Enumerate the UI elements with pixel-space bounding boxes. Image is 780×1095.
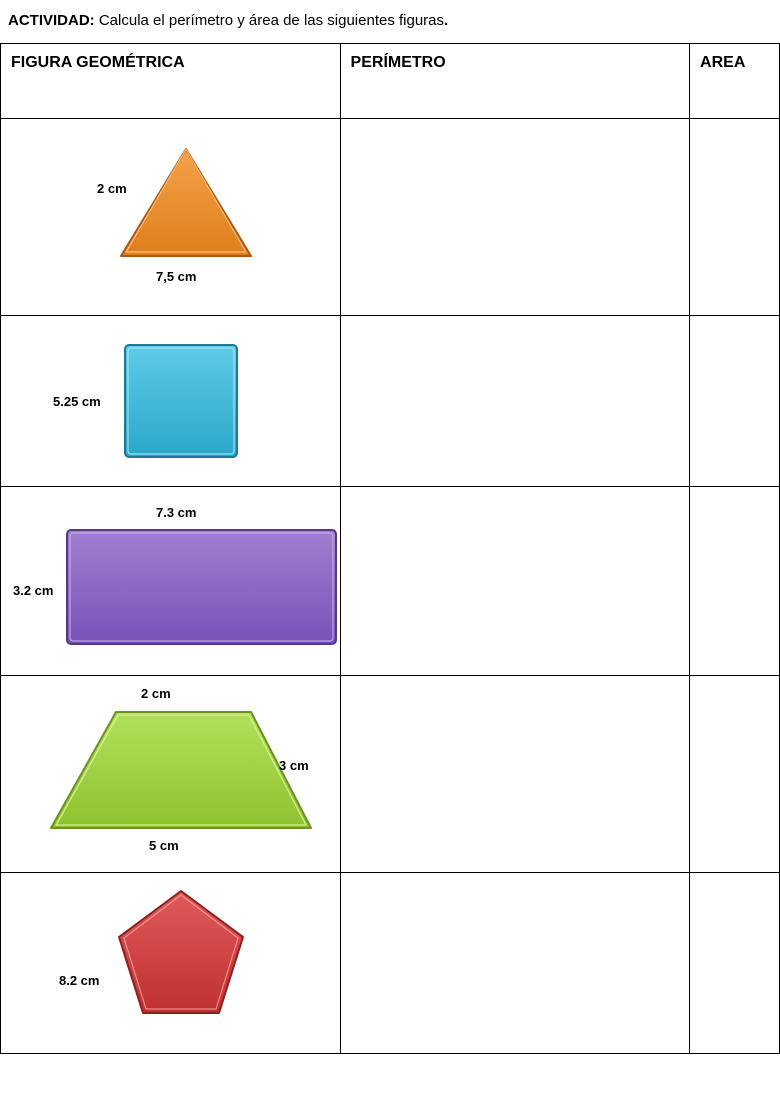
- area-cell: [690, 487, 780, 676]
- activity-header: ACTIVIDAD: Calcula el perímetro y área d…: [0, 0, 780, 43]
- rectangle-width-label: 7.3 cm: [156, 505, 196, 520]
- rectangle-shape: [64, 527, 339, 647]
- table-header-row: FIGURA GEOMÉTRICA PERÍMETRO AREA: [1, 44, 780, 119]
- area-cell: [690, 676, 780, 873]
- figure-cell-square: 5.25 cm: [1, 316, 340, 486]
- area-cell: [690, 873, 780, 1054]
- worksheet-table: FIGURA GEOMÉTRICA PERÍMETRO AREA: [0, 43, 780, 1054]
- table-row: 2 cm 3 cm 5 cm: [1, 676, 780, 873]
- trapezoid-top-label: 2 cm: [141, 686, 171, 701]
- pentagon-shape: [111, 885, 251, 1025]
- perimeter-cell: [340, 676, 690, 873]
- triangle-base-label: 7,5 cm: [156, 269, 196, 284]
- table-row: 5.25 cm: [1, 316, 780, 487]
- perimeter-cell: [340, 873, 690, 1054]
- figure-cell-trapezoid: 2 cm 3 cm 5 cm: [1, 676, 340, 872]
- activity-period: .: [444, 12, 448, 29]
- activity-text: Calcula el perímetro y área de las sigui…: [95, 12, 444, 29]
- area-cell: [690, 119, 780, 316]
- square-side-label: 5.25 cm: [53, 394, 101, 409]
- trapezoid-side-label: 3 cm: [279, 758, 309, 773]
- activity-bold: ACTIVIDAD:: [8, 12, 95, 29]
- perimeter-cell: [340, 487, 690, 676]
- table-row: 7.3 cm 3.2 cm: [1, 487, 780, 676]
- perimeter-cell: [340, 316, 690, 487]
- col-header-area: AREA: [690, 44, 780, 119]
- col-header-perimeter: PERÍMETRO: [340, 44, 690, 119]
- table-row: 8.2 cm: [1, 873, 780, 1054]
- figure-cell-pentagon: 8.2 cm: [1, 873, 340, 1053]
- figure-cell-rectangle: 7.3 cm 3.2 cm: [1, 487, 340, 675]
- area-cell: [690, 316, 780, 487]
- rectangle-height-label: 3.2 cm: [13, 583, 53, 598]
- square-shape: [121, 341, 241, 461]
- col-header-figure: FIGURA GEOMÉTRICA: [1, 44, 341, 119]
- trapezoid-bottom-label: 5 cm: [149, 838, 179, 853]
- pentagon-side-label: 8.2 cm: [59, 973, 99, 988]
- figure-cell-triangle: 2 cm 7,5 cm: [1, 119, 340, 315]
- table-row: 2 cm 7,5 cm: [1, 119, 780, 316]
- triangle-side-label: 2 cm: [97, 181, 127, 196]
- triangle-shape: [111, 144, 261, 264]
- perimeter-cell: [340, 119, 690, 316]
